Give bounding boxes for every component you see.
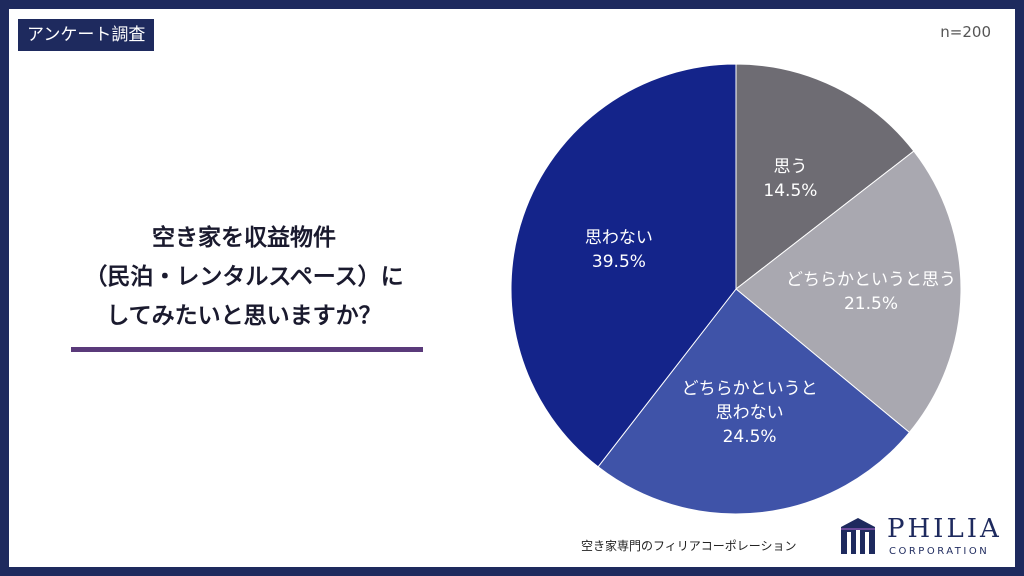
brand-subtitle: CORPORATION xyxy=(889,546,990,557)
slice-value-label-3: 24.5% xyxy=(723,427,777,447)
company-tagline: 空き家専門のフィリアコーポレーション xyxy=(581,539,797,553)
slice-category-label-4: 思わない xyxy=(585,228,653,248)
pie-slice-4 xyxy=(510,63,737,468)
question-line-2: （民泊・レンタルスペース）に xyxy=(84,264,404,290)
slice-value-label-4: 39.5% xyxy=(592,252,646,272)
slice-category-label-1: 思う xyxy=(773,157,807,177)
slice-category-label-2: どちらかというと思う xyxy=(786,270,956,290)
pie-chart: 思う14.5%どちらかというと思う21.5%どちらかというと思わない24.5%思… xyxy=(510,63,962,515)
sample-size: n=200 xyxy=(940,23,991,41)
brand-name: PHILIA xyxy=(887,514,1002,544)
question-underline xyxy=(71,347,423,352)
slice-value-label-1: 14.5% xyxy=(763,181,817,201)
slice-value-label-2: 21.5% xyxy=(844,294,898,314)
infographic-card: アンケート調査 n=200 空き家を収益物件 （民泊・レンタルスペース）に して… xyxy=(9,9,1015,567)
survey-badge: アンケート調査 xyxy=(18,19,155,51)
slice-category-label-3: どちらかというと xyxy=(682,379,818,399)
slice-category-label-3: 思わない xyxy=(716,403,784,423)
question-line-3: してみたいと思いますか？ xyxy=(106,303,382,329)
question-line-1: 空き家を収益物件 xyxy=(152,225,336,251)
pie-slice-3 xyxy=(597,288,911,515)
philia-logo-icon xyxy=(841,518,875,554)
survey-question: 空き家を収益物件 （民泊・レンタルスペース）に してみたいと思いますか？ xyxy=(49,219,439,336)
pie-slice-1 xyxy=(735,63,915,291)
pie-slice-2 xyxy=(735,150,962,434)
